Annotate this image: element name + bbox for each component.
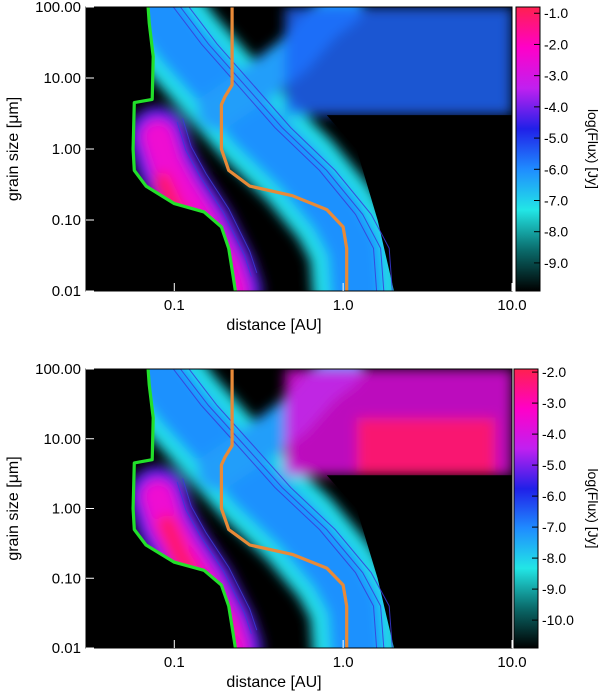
y-tick-label: 100.00 [35,0,81,16]
y-tick-label: 0.01 [52,640,81,657]
colorbar-tick-label: -4.0 [542,426,566,442]
x-tick-label: 10.0 [497,654,526,671]
colorbar-tick-label: -7.0 [544,192,568,208]
contour-line [180,7,385,291]
contours [172,7,393,291]
contour-line [172,369,378,648]
colorbar-tick-label: -5.0 [542,457,566,473]
contour-line [182,478,258,631]
colorbar-tick-label: -10.0 [542,612,574,628]
y-tick-label: 10.00 [43,431,81,448]
colorbar-tick-label: -1.0 [544,5,568,21]
y-tick-label: 0.10 [52,212,81,229]
contour-line [176,481,252,634]
contour-line [180,369,385,648]
large-grain-region [284,7,512,116]
flux-band-cyan [127,369,383,648]
colorbar-scale [513,368,539,649]
y-axis-title: grain size [μm] [5,97,22,201]
x-tick-label: 1.0 [333,297,354,314]
x-tick-label: 0.1 [164,654,185,671]
empty-region-left [86,7,236,291]
large-grain-hot [356,417,496,476]
contour-line [188,7,393,291]
y-tick-label: 1.00 [52,141,81,158]
colorbar-tick-label: -6.0 [544,161,568,177]
contour-line [176,121,252,277]
colorbar-tick-label: -2.0 [544,36,568,52]
colorbar-tick-label: -9.0 [544,255,568,271]
colorbar-tick-label: -7.0 [542,519,566,535]
colorbar-tick-label: -4.0 [544,99,568,115]
flux-band-cyan [127,7,383,291]
colorbar-tick-label: -9.0 [542,581,566,597]
colorbar-title: log(Flux) [Jy] [585,109,600,189]
heatmap-field-layer [109,369,512,648]
y-tick-label: 0.10 [52,570,81,587]
heatmap-field-layer [109,7,512,291]
orange-curve [219,7,349,291]
colorbar-tick-label: -2.0 [542,364,566,380]
heatmap-field [86,369,512,648]
x-axis-title: distance [AU] [226,674,321,691]
colorbar-tick-label: -3.0 [544,68,568,84]
chart-panel-top: 0.1 1.0 10.0 0.01 0.10 1.00 10.00 100.00 distanc… [5,0,527,334]
colorbar-tick-label: -8.0 [542,550,566,566]
x-tick-label: 10.0 [497,297,526,314]
contour-line [182,118,258,274]
empty-region [326,475,512,648]
colorbar-tick-label: -8.0 [544,224,568,240]
chart-panel-bottom: 0.1 1.0 10.0 0.01 0.10 1.00 10.00 100.00 distanc… [5,361,527,691]
colorbar-bottom: -2.0 -3.0 -4.0 -5.0 -6.0 -7.0 -8.0 -9.0 -10.0 log… [513,364,600,649]
contour-line [172,7,378,291]
orange-curve [219,369,349,648]
y-tick-label: 0.01 [52,283,81,300]
y-tick-label: 100.00 [35,361,81,378]
y-axis-title: grain size [μm] [5,456,22,560]
colorbar-tick-label: -3.0 [542,395,566,411]
colorbar-tick-label: -6.0 [542,488,566,504]
green-curve [131,7,237,291]
x-tick-label: 0.1 [164,297,185,314]
contour-line [188,369,393,648]
colorbar-top: -1.0 -2.0 -3.0 -4.0 -5.0 -6.0 -7.0 -8.0 -9.0 log(… [515,5,600,292]
empty-region-left [86,369,236,648]
x-tick-label: 1.0 [333,654,354,671]
y-tick-label: 10.00 [43,70,81,87]
x-axis-title: distance [AU] [226,317,321,334]
colorbar-title: log(Flux) [Jy] [585,468,600,548]
contours [172,369,393,648]
colorbar-scale [515,6,541,292]
colorbar-tick-label: -5.0 [544,130,568,146]
empty-region [326,115,512,291]
y-tick-label: 1.00 [52,501,81,518]
heatmap-field [86,7,512,291]
green-curve [131,369,237,648]
